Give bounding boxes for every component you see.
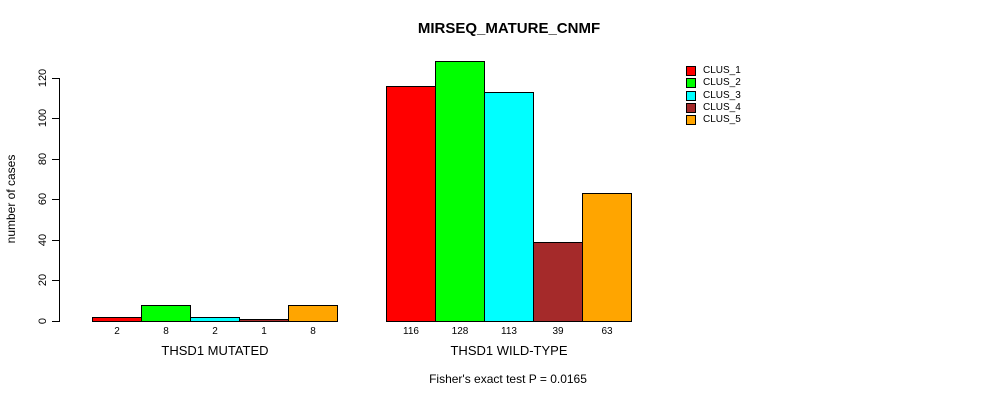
legend-swatch-clus_1 bbox=[686, 66, 696, 76]
legend-label: CLUS_3 bbox=[703, 90, 741, 101]
chart-title: MIRSEQ_MATURE_CNMF bbox=[417, 20, 601, 37]
bar-clus_5 bbox=[582, 193, 632, 322]
bar-value-label: 2 bbox=[212, 326, 218, 337]
y-axis-label: number of cases bbox=[4, 154, 18, 244]
y-axis-tick bbox=[52, 78, 59, 79]
bar-value-label: 1 bbox=[261, 326, 267, 337]
legend-label: CLUS_5 bbox=[703, 114, 741, 125]
bar-value-label: 39 bbox=[552, 326, 564, 337]
legend-label: CLUS_4 bbox=[703, 102, 741, 113]
bar-value-label: 128 bbox=[451, 326, 469, 337]
legend-label: CLUS_1 bbox=[703, 65, 741, 76]
bar-value-label: 2 bbox=[114, 326, 120, 337]
annotation-text: Fisher's exact test P = 0.0165 bbox=[429, 372, 587, 386]
legend-swatch-clus_2 bbox=[686, 78, 696, 88]
group-label: THSD1 MUTATED bbox=[161, 343, 269, 358]
bar-clus_5 bbox=[288, 305, 338, 322]
y-axis-tick bbox=[52, 159, 59, 160]
bar-value-label: 8 bbox=[310, 326, 316, 337]
bar-value-label: 8 bbox=[163, 326, 169, 337]
y-axis-tick bbox=[52, 199, 59, 200]
bar-clus_3 bbox=[484, 92, 534, 322]
bar-clus_1 bbox=[386, 86, 436, 322]
bar-clus_4 bbox=[239, 319, 289, 322]
y-axis-tick-label: 40 bbox=[37, 233, 49, 247]
bar-value-label: 113 bbox=[501, 326, 517, 337]
bar-clus_3 bbox=[190, 317, 240, 322]
bar-clus_1 bbox=[92, 317, 142, 322]
y-axis-tick-label: 60 bbox=[37, 192, 49, 206]
bar-clus_2 bbox=[435, 61, 485, 322]
legend-swatch-clus_5 bbox=[686, 115, 696, 125]
bar-clus_4 bbox=[533, 242, 583, 322]
bar-clus_2 bbox=[141, 305, 191, 322]
y-axis-tick bbox=[52, 118, 59, 119]
y-axis-tick bbox=[52, 240, 59, 241]
bar-value-label: 63 bbox=[601, 326, 613, 337]
y-axis-tick-label: 120 bbox=[37, 68, 49, 88]
y-axis-tick bbox=[52, 280, 59, 281]
y-axis-tick-label: 80 bbox=[37, 152, 49, 166]
y-axis-tick bbox=[52, 321, 59, 322]
legend-swatch-clus_4 bbox=[686, 103, 696, 113]
y-axis-tick-label: 20 bbox=[37, 273, 49, 287]
y-axis-tick-label: 0 bbox=[37, 317, 49, 325]
y-axis-tick-label: 100 bbox=[37, 108, 49, 128]
legend-swatch-clus_3 bbox=[686, 91, 696, 101]
bar-value-label: 116 bbox=[403, 326, 419, 337]
legend-label: CLUS_2 bbox=[703, 77, 741, 88]
group-label: THSD1 WILD-TYPE bbox=[450, 343, 568, 358]
y-axis-line bbox=[59, 78, 60, 322]
